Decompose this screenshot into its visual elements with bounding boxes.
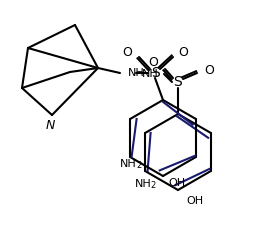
Text: 2: 2 — [150, 181, 156, 190]
Text: OH: OH — [186, 196, 203, 206]
Text: O: O — [122, 47, 132, 60]
Text: NH: NH — [128, 68, 145, 78]
Text: S: S — [151, 66, 159, 80]
Text: S: S — [174, 75, 182, 89]
Text: OH: OH — [168, 178, 185, 188]
Text: 2: 2 — [136, 161, 142, 170]
Text: O: O — [178, 47, 188, 60]
Text: O: O — [148, 55, 158, 68]
Text: NH: NH — [135, 179, 152, 189]
Text: N: N — [45, 119, 55, 132]
Text: O: O — [204, 64, 214, 77]
Text: NH: NH — [120, 159, 136, 169]
Text: NH: NH — [142, 69, 158, 79]
